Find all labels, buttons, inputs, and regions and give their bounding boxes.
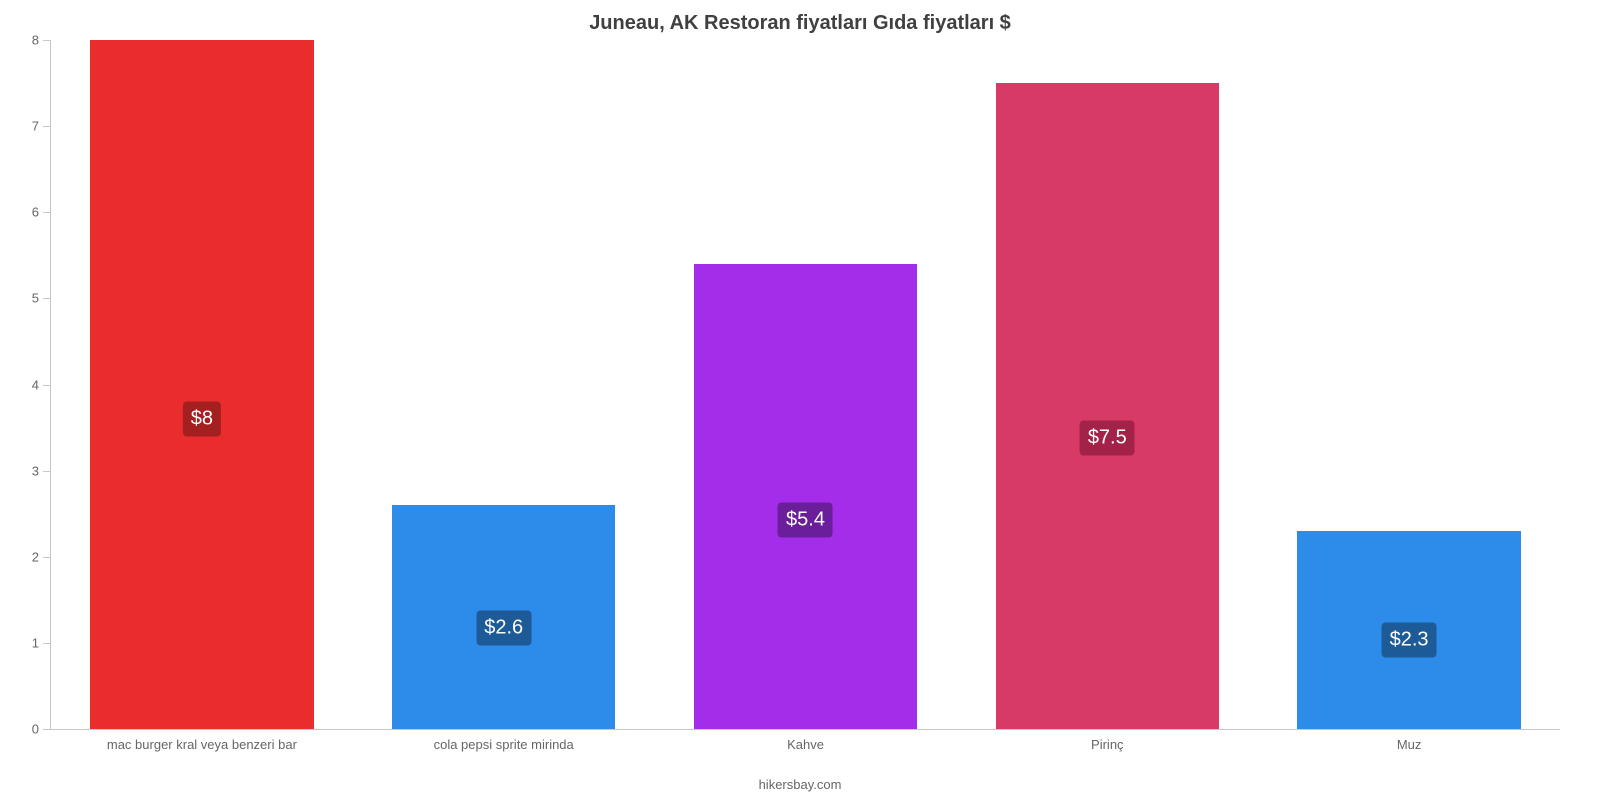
x-tick-label: mac burger kral veya benzeri bar [107,729,297,752]
attribution-text: hikersbay.com [0,777,1600,792]
y-tick-label: 8 [32,33,51,48]
y-tick-label: 4 [32,377,51,392]
x-tick-label: Muz [1397,729,1422,752]
value-badge: $7.5 [1080,421,1135,456]
plot-area: 012345678$8mac burger kral veya benzeri … [50,40,1560,730]
x-tick-label: Kahve [787,729,824,752]
y-tick-label: 7 [32,119,51,134]
y-tick-label: 1 [32,635,51,650]
x-tick-label: cola pepsi sprite mirinda [434,729,574,752]
bar: $8 [90,40,313,729]
value-badge: $2.6 [476,611,531,646]
bar: $2.6 [392,505,615,729]
y-tick-label: 6 [32,205,51,220]
chart-title: Juneau, AK Restoran fiyatları Gıda fiyat… [0,12,1600,35]
bar: $5.4 [694,264,917,729]
chart-container: Juneau, AK Restoran fiyatları Gıda fiyat… [0,0,1600,800]
bar: $2.3 [1297,531,1520,729]
value-badge: $8 [183,401,221,436]
y-tick-label: 3 [32,463,51,478]
value-badge: $5.4 [778,502,833,537]
y-tick-label: 5 [32,291,51,306]
bar: $7.5 [996,83,1219,729]
x-tick-label: Pirinç [1091,729,1124,752]
y-tick-label: 0 [32,722,51,737]
y-tick-label: 2 [32,549,51,564]
value-badge: $2.3 [1382,622,1437,657]
